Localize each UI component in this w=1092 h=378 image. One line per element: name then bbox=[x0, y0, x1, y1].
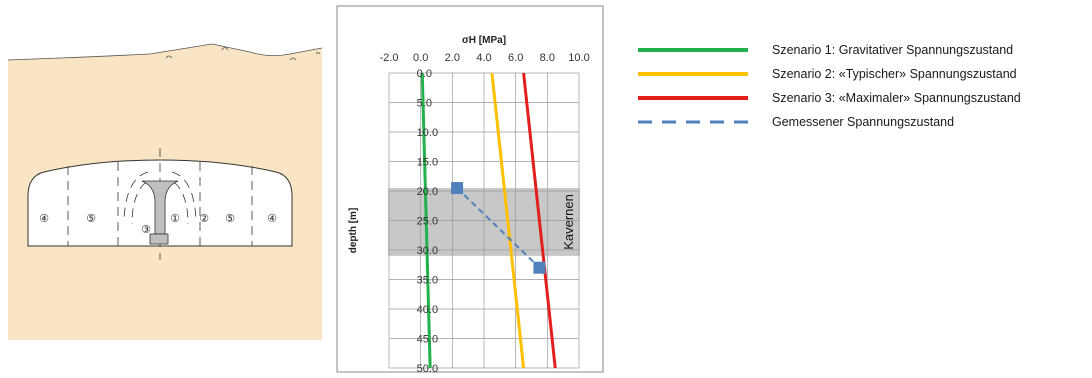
zone-label-3: ③ bbox=[141, 223, 151, 236]
y-tick-label-10: 50.0 bbox=[417, 363, 438, 375]
central-shaft bbox=[141, 180, 179, 245]
legend-entry-1: Szenario 1: Gravitativer Spannungszustan… bbox=[772, 43, 1013, 57]
measured-point-2 bbox=[533, 261, 546, 274]
series-line-1 bbox=[420, 72, 432, 369]
zone-label-7: ④ bbox=[267, 212, 277, 225]
x-tick-label-6: 10.0 bbox=[568, 52, 589, 64]
y-tick-label-2: 10.0 bbox=[417, 127, 438, 139]
grid-lines bbox=[388, 72, 580, 369]
series-line-3 bbox=[522, 72, 557, 369]
series-line-4 bbox=[456, 187, 541, 269]
y-axis-title: depth [m] bbox=[348, 208, 359, 254]
cavern-cross-section: ④ ⑤ ③ ① ② ⑤ ④ bbox=[7, 43, 323, 340]
zone-label-6: ⑤ bbox=[225, 212, 235, 225]
measured-point-1 bbox=[451, 182, 464, 195]
y-tick-label-9: 45.0 bbox=[417, 334, 438, 346]
x-tick-labels: -2.0 0.0 2.0 4.0 6.0 8.0 10.0 bbox=[380, 52, 590, 64]
legend-entry-3: Szenario 3: «Maximaler» Spannungszustand bbox=[772, 91, 1021, 105]
zone-label-2: ⑤ bbox=[86, 212, 96, 225]
y-tick-label-0: 0.0 bbox=[417, 68, 432, 80]
x-tick-label-3: 4.0 bbox=[476, 52, 491, 64]
y-tick-label-5: 25.0 bbox=[417, 216, 438, 228]
stress-depth-chart: -2.0 0.0 2.0 4.0 6.0 8.0 10.0 0.0 5.0 10.0 15.0 20… bbox=[336, 5, 604, 375]
x-tick-label-0: -2.0 bbox=[380, 52, 399, 64]
x-axis-title: σH [MPa] bbox=[462, 35, 506, 46]
cavern-zone-label: Kavernen bbox=[561, 194, 576, 250]
x-tick-label-1: 0.0 bbox=[413, 52, 428, 64]
y-tick-labels: 0.0 5.0 10.0 15.0 20.0 25.0 30.0 35.0 40.0 45.0 50… bbox=[417, 68, 438, 375]
x-tick-label-4: 6.0 bbox=[508, 52, 523, 64]
y-tick-label-8: 40.0 bbox=[417, 304, 438, 316]
x-tick-label-2: 2.0 bbox=[445, 52, 460, 64]
zone-label-4: ① bbox=[170, 212, 180, 225]
legend-entry-2: Szenario 2: «Typischer» Spannungszustand bbox=[772, 67, 1017, 81]
y-tick-label-7: 35.0 bbox=[417, 275, 438, 287]
zone-numbers: ④ ⑤ ③ ① ② ⑤ ④ bbox=[39, 212, 277, 236]
legend-entry-4: Gemessener Spannungszustand bbox=[772, 115, 954, 129]
y-tick-label-4: 20.0 bbox=[417, 186, 438, 198]
y-tick-label-1: 5.0 bbox=[417, 98, 432, 110]
x-tick-label-5: 8.0 bbox=[540, 52, 555, 64]
series-line-2 bbox=[490, 72, 526, 369]
legend: Szenario 1: Gravitativer Spannungszustan… bbox=[638, 43, 1021, 129]
y-tick-label-3: 15.0 bbox=[417, 157, 438, 169]
data-series bbox=[420, 72, 557, 369]
zone-label-1: ④ bbox=[39, 212, 49, 225]
y-tick-label-6: 30.0 bbox=[417, 245, 438, 257]
zone-label-5: ② bbox=[199, 212, 209, 225]
